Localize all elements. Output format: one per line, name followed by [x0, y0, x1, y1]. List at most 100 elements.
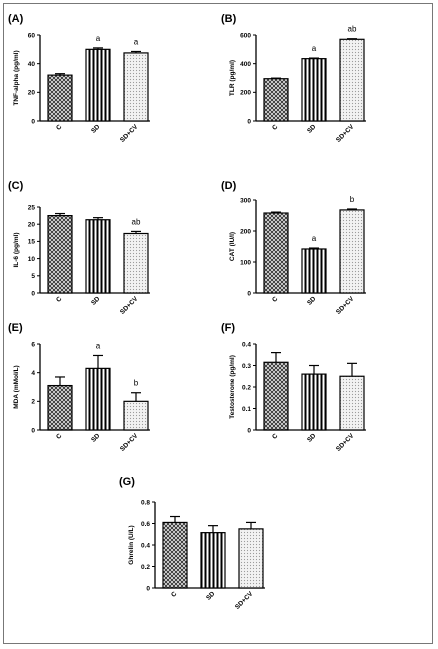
y-axis-label: TLR (pg/ml): [229, 60, 236, 96]
x-category-label: SD+CV: [119, 123, 140, 144]
bar-sd: [301, 373, 327, 431]
y-tick-label: 0: [31, 118, 35, 125]
significance-label: ab: [132, 217, 141, 226]
panel-label: (G): [119, 476, 135, 488]
bar-sd-cv: [339, 38, 365, 122]
y-tick-label: 600: [240, 32, 251, 39]
bar-c: [47, 74, 73, 122]
bar-sd: [200, 532, 226, 589]
significance-label: a: [134, 37, 139, 46]
x-category-label: SD: [90, 432, 102, 444]
bar-c: [162, 521, 188, 589]
bar-c: [47, 215, 73, 294]
y-tick-label: 6: [31, 341, 35, 348]
panel-label: (C): [8, 180, 24, 192]
x-category-label: SD: [306, 123, 318, 135]
x-category-label: C: [55, 123, 63, 131]
chart-panel-4: (D) 0 100 200 300 CAT (IU/l) Ca SD b SD+CV: [221, 180, 366, 316]
y-tick-label: 40: [28, 61, 36, 68]
x-category-label: C: [55, 295, 63, 303]
chart-panel-5: (E) 0 2 4 6 MDA (mMol/L) Ca SD b SD+CV: [8, 322, 150, 453]
panel-label: (D): [221, 180, 237, 192]
y-tick-label: 0: [31, 290, 35, 297]
bar-c: [263, 361, 289, 431]
y-tick-label: 4: [31, 370, 35, 377]
significance-label: a: [96, 341, 101, 350]
y-tick-label: 200: [240, 90, 251, 97]
x-category-label: SD+CV: [335, 432, 356, 453]
bar-sd-cv: [123, 232, 149, 294]
y-tick-label: 100: [240, 259, 251, 266]
chart-panel-1: (A) 0 20 40 60 TNF-alpha (pg/ml) Ca SD a SD+CV: [8, 13, 150, 144]
chart-panel-2: (B) 0 200 400 600 TLR (pg/ml) Ca SD ab SD+CV: [221, 13, 366, 144]
y-axis-label: CAT (IU/l): [229, 232, 236, 261]
x-category-label: SD: [306, 432, 318, 444]
significance-label: b: [134, 379, 139, 388]
y-tick-label: 0: [247, 290, 251, 297]
y-tick-label: 0: [247, 427, 251, 434]
panel-label: (E): [8, 322, 23, 334]
chart-panel-3: (C) 0 5 10 15 20 25 IL-6 (pg/ml) C SD ab SD+CV: [8, 180, 150, 316]
significance-label: a: [312, 234, 317, 243]
chart-panel-6: (F) 0 0.1 0.2 0.3 0.4 Testosterone (pg/ml) C SD S…: [221, 322, 366, 453]
bar-sd: [301, 248, 327, 294]
bar-sd-cv: [123, 52, 149, 122]
y-tick-label: 0.3: [242, 363, 251, 370]
bar-c: [47, 384, 73, 431]
x-category-label: C: [271, 295, 279, 303]
y-tick-label: 20: [28, 90, 36, 97]
significance-label: a: [312, 44, 317, 53]
y-tick-label: 0.4: [242, 341, 251, 348]
x-category-label: SD+CV: [335, 295, 356, 316]
x-category-label: C: [55, 432, 63, 440]
y-tick-label: 5: [31, 273, 35, 280]
x-category-label: C: [271, 432, 279, 440]
y-tick-label: 300: [240, 197, 251, 204]
y-tick-label: 10: [28, 256, 36, 263]
y-tick-label: 0: [247, 118, 251, 125]
y-axis-label: Testosterone (pg/ml): [229, 355, 236, 419]
bar-c: [263, 78, 289, 122]
panel-label: (A): [8, 13, 24, 25]
y-axis-label: MDA (mMol/L): [13, 365, 20, 408]
y-tick-label: 2: [31, 399, 35, 406]
x-category-label: SD: [90, 123, 102, 135]
y-tick-label: 0.6: [141, 521, 150, 528]
bar-sd-cv: [123, 400, 149, 431]
y-tick-label: 0.8: [141, 499, 150, 506]
x-category-label: SD: [306, 295, 318, 307]
y-axis-label: IL-6 (pg/ml): [13, 232, 20, 267]
x-category-label: SD+CV: [335, 123, 356, 144]
y-tick-label: 0.2: [242, 384, 251, 391]
y-axis-label: Ghrelin (U/L): [128, 525, 135, 564]
significance-label: b: [350, 195, 355, 204]
y-tick-label: 20: [28, 222, 36, 229]
y-tick-label: 200: [240, 228, 251, 235]
y-tick-label: 0: [146, 585, 150, 592]
x-category-label: SD: [90, 295, 102, 307]
y-axis-label: TNF-alpha (pg/ml): [13, 50, 20, 105]
y-tick-label: 0.1: [242, 406, 251, 413]
bar-sd: [85, 219, 111, 294]
bar-sd: [85, 367, 111, 431]
x-category-label: C: [170, 590, 178, 598]
y-tick-label: 25: [28, 204, 36, 211]
bar-c: [263, 212, 289, 294]
figure-border: [3, 3, 433, 644]
y-tick-label: 400: [240, 61, 251, 68]
bar-sd: [85, 48, 111, 122]
significance-label: a: [96, 34, 101, 43]
panel-label: (F): [221, 322, 235, 334]
x-category-label: C: [271, 123, 279, 131]
y-tick-label: 15: [28, 239, 36, 246]
bar-sd-cv: [339, 375, 365, 431]
panel-label: (B): [221, 13, 237, 25]
x-category-label: SD+CV: [234, 590, 255, 611]
x-category-label: SD+CV: [119, 295, 140, 316]
bar-sd: [301, 58, 327, 122]
bar-sd-cv: [238, 528, 264, 589]
y-tick-label: 0.4: [141, 542, 150, 549]
y-tick-label: 60: [28, 32, 36, 39]
significance-label: ab: [348, 25, 357, 34]
